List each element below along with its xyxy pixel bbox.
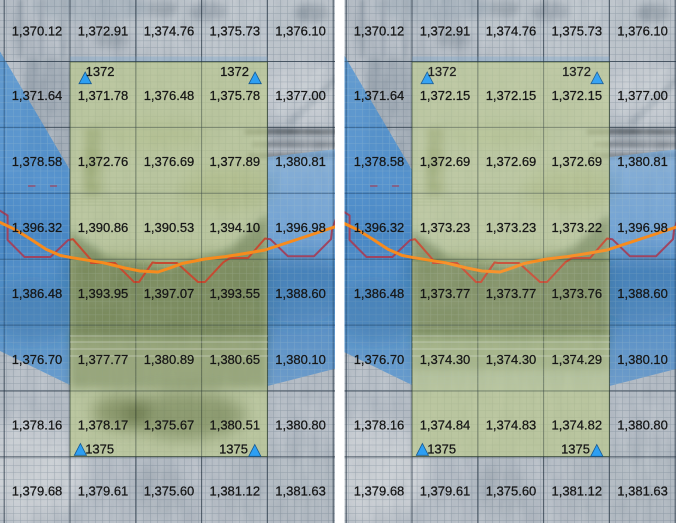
svg-text:1,374.84: 1,374.84: [420, 418, 471, 433]
svg-text:1,372.69: 1,372.69: [420, 154, 471, 169]
svg-text:1,377.77: 1,377.77: [78, 352, 129, 367]
svg-text:1,372.69: 1,372.69: [486, 154, 537, 169]
svg-text:1,394.10: 1,394.10: [209, 220, 260, 235]
svg-text:1,374.29: 1,374.29: [551, 352, 602, 367]
svg-text:1,371.78: 1,371.78: [78, 88, 129, 103]
svg-text:1,380.89: 1,380.89: [144, 352, 195, 367]
svg-text:1,375.78: 1,375.78: [209, 88, 260, 103]
svg-text:1,390.53: 1,390.53: [144, 220, 195, 235]
svg-text:1,372.15: 1,372.15: [551, 88, 602, 103]
svg-text:1,390.86: 1,390.86: [78, 220, 129, 235]
svg-text:1,374.30: 1,374.30: [420, 352, 471, 367]
svg-text:1,373.23: 1,373.23: [420, 220, 471, 235]
svg-text:1,374.83: 1,374.83: [486, 418, 537, 433]
svg-text:1,375.67: 1,375.67: [144, 418, 195, 433]
svg-text:1,373.76: 1,373.76: [551, 286, 602, 301]
svg-text:1,373.77: 1,373.77: [486, 286, 537, 301]
svg-text:1,372.69: 1,372.69: [551, 154, 602, 169]
svg-text:1,373.77: 1,373.77: [420, 286, 471, 301]
svg-text:1,372.15: 1,372.15: [486, 88, 537, 103]
svg-text:1,380.51: 1,380.51: [209, 418, 260, 433]
svg-text:1,397.07: 1,397.07: [144, 286, 195, 301]
svg-text:1,373.23: 1,373.23: [486, 220, 537, 235]
svg-text:1,374.30: 1,374.30: [486, 352, 537, 367]
svg-text:1,393.95: 1,393.95: [78, 286, 129, 301]
svg-text:1,376.69: 1,376.69: [144, 154, 195, 169]
svg-text:1,372.15: 1,372.15: [420, 88, 471, 103]
svg-text:1,376.48: 1,376.48: [144, 88, 195, 103]
svg-text:1,377.89: 1,377.89: [209, 154, 260, 169]
svg-text:1,374.82: 1,374.82: [551, 418, 602, 433]
svg-text:1,380.65: 1,380.65: [209, 352, 260, 367]
svg-text:1,372.76: 1,372.76: [78, 154, 129, 169]
svg-text:1,378.17: 1,378.17: [78, 418, 129, 433]
svg-text:1,393.55: 1,393.55: [209, 286, 260, 301]
svg-text:1,373.22: 1,373.22: [551, 220, 602, 235]
